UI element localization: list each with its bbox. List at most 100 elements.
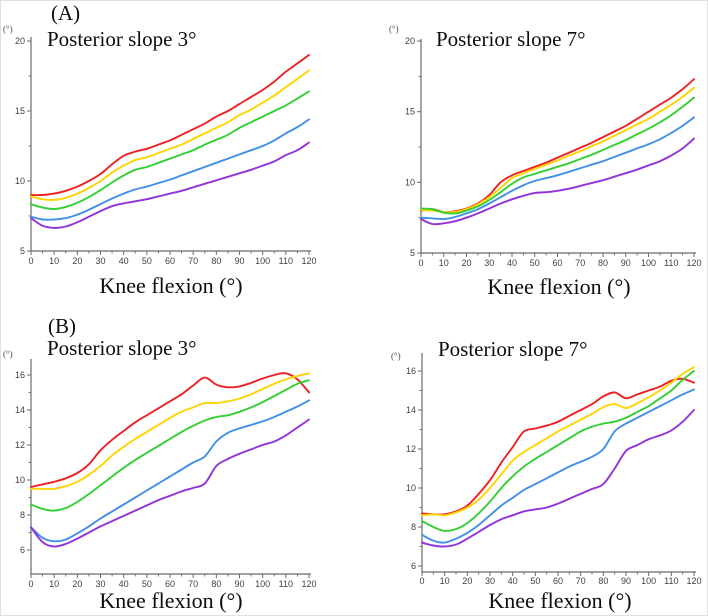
- series-line-blue: [30, 118, 310, 221]
- x-tick-label: 110: [664, 576, 678, 586]
- x-tick-label: 50: [530, 258, 540, 268]
- panel-b-label: (B): [48, 314, 76, 338]
- y-tick-label: 10: [15, 475, 25, 485]
- series-line-blue: [30, 399, 310, 543]
- x-tick-label: 40: [508, 576, 518, 586]
- series-line-green: [421, 370, 695, 532]
- x-tick-label: 40: [507, 258, 517, 268]
- x-tick-label: 30: [485, 576, 495, 586]
- x-tick-label: 100: [255, 579, 270, 589]
- series-line-red: [30, 372, 310, 488]
- x-tick-label: 120: [686, 258, 701, 268]
- x-tick-label: 70: [188, 256, 198, 266]
- x-tick-label: 10: [439, 258, 449, 268]
- y-tick-label: 12: [15, 440, 25, 450]
- x-tick-label: 70: [576, 576, 586, 586]
- x-tick-label: 10: [49, 256, 59, 266]
- x-tick-label: 50: [142, 579, 152, 589]
- y-tick-label: 10: [406, 483, 416, 493]
- x-tick-label: 30: [484, 258, 494, 268]
- x-tick-label: 10: [49, 579, 59, 589]
- x-tick-label: 90: [234, 579, 244, 589]
- x-tick-label: 0: [419, 576, 424, 586]
- series-line-yellow: [421, 366, 695, 517]
- x-tick-label: 20: [72, 256, 82, 266]
- y-tick-label: 6: [20, 545, 25, 555]
- series-line-yellow: [420, 86, 695, 214]
- y-tick-label: 16: [406, 366, 416, 376]
- x-tick-label: 40: [119, 579, 129, 589]
- series-line-purple: [30, 141, 310, 229]
- x-tick-label: 110: [279, 579, 293, 589]
- y-tick-label: 10: [405, 177, 415, 187]
- y-tick-label: 10: [15, 176, 25, 186]
- chart-title-b3: Posterior slope 3°: [47, 336, 197, 360]
- x-tick-label: 60: [165, 579, 175, 589]
- x-tick-label: 20: [461, 258, 471, 268]
- y-unit-label-b7: (°): [391, 351, 401, 361]
- x-axis-label-b3: Knee flexion (°): [99, 588, 242, 613]
- y-tick-label: 14: [15, 405, 25, 415]
- y-tick-label: 20: [405, 36, 415, 46]
- x-tick-label: 120: [686, 576, 701, 586]
- x-tick-label: 100: [255, 256, 270, 266]
- x-tick-label: 60: [165, 256, 175, 266]
- y-tick-label: 5: [20, 246, 25, 256]
- chart-title-b7: Posterior slope 7°: [438, 337, 588, 361]
- x-tick-label: 30: [95, 256, 105, 266]
- y-tick-label: 14: [406, 405, 416, 415]
- series-line-green: [30, 379, 310, 512]
- x-tick-label: 90: [621, 258, 631, 268]
- y-tick-label: 20: [15, 36, 25, 46]
- y-unit-label-b3: (°): [3, 349, 13, 359]
- x-tick-label: 120: [301, 256, 316, 266]
- panel-a-label: (A): [51, 1, 80, 25]
- series-line-blue: [421, 388, 695, 544]
- y-unit-label-a7: (°): [389, 24, 399, 34]
- chart-title-a7: Posterior slope 7°: [436, 27, 586, 51]
- series-line-purple: [420, 137, 695, 226]
- x-tick-label: 100: [641, 258, 656, 268]
- series-line-red: [421, 377, 695, 516]
- series-line-red: [30, 54, 310, 197]
- x-axis-label-b7: Knee flexion (°): [488, 588, 631, 613]
- x-tick-label: 0: [418, 258, 423, 268]
- series-line-blue: [420, 116, 695, 221]
- series-line-red: [420, 78, 695, 214]
- y-tick-label: 8: [20, 510, 25, 520]
- y-tick-label: 12: [406, 444, 416, 454]
- chart-b-posterior-slope-3: 0 10 20 30 40 50 60 70 80 90 100 110 120 6 8 10 12 14 16: [15, 359, 317, 589]
- x-tick-label: 20: [462, 576, 472, 586]
- x-tick-label: 30: [95, 579, 105, 589]
- x-tick-label: 0: [28, 256, 33, 266]
- chart-a-posterior-slope-3: 0 10 20 30 40 50 60 70 80 90 100 110 120 5 10 15 20: [15, 36, 317, 266]
- x-tick-label: 40: [119, 256, 129, 266]
- y-tick-label: 15: [405, 107, 415, 117]
- x-tick-label: 80: [211, 579, 221, 589]
- x-tick-label: 90: [234, 256, 244, 266]
- x-tick-label: 70: [188, 579, 198, 589]
- x-tick-label: 120: [301, 579, 316, 589]
- y-tick-label: 15: [15, 106, 25, 116]
- series-line-green: [30, 90, 310, 210]
- x-tick-label: 60: [553, 576, 563, 586]
- y-tick-label: 5: [410, 248, 415, 258]
- series-line-yellow: [30, 372, 310, 490]
- chart-title-a3: Posterior slope 3°: [47, 27, 197, 51]
- series-line-green: [420, 96, 695, 215]
- chart-b-posterior-slope-7: 0 10 20 30 40 50 60 70 80 90 100 110 120 6 8 10 12 14 16: [406, 353, 702, 586]
- x-axis-label-a3: Knee flexion (°): [99, 273, 242, 298]
- x-tick-label: 60: [552, 258, 562, 268]
- x-tick-label: 0: [28, 579, 33, 589]
- x-tick-label: 80: [211, 256, 221, 266]
- y-tick-label: 8: [411, 522, 416, 532]
- axes: [421, 353, 696, 573]
- x-tick-label: 90: [621, 576, 631, 586]
- x-tick-label: 80: [598, 258, 608, 268]
- y-tick-label: 6: [411, 561, 416, 571]
- series-line-yellow: [30, 69, 310, 201]
- series-line-purple: [30, 418, 310, 548]
- chart-a-posterior-slope-7: 0 10 20 30 40 50 60 70 80 90 100 110 120 5 10 15 20: [405, 36, 702, 268]
